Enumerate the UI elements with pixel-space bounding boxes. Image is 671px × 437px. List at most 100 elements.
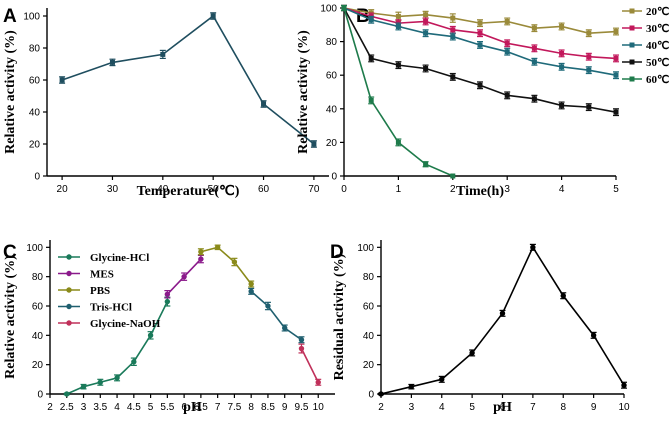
x-tick-label-c: 9.5: [295, 402, 309, 413]
data-point-b: [586, 67, 592, 73]
x-tick-label-b: 1: [396, 184, 402, 195]
data-point-b: [450, 34, 456, 40]
data-point-b: [423, 12, 429, 18]
y-tick-label-a: 60: [29, 76, 41, 87]
x-tick-label-c: 2: [47, 402, 53, 413]
x-tick-label-d: 6: [500, 402, 506, 413]
legend-label-c: Glycine-NaOH: [90, 318, 161, 330]
x-tick-label-c: 4.5: [127, 402, 141, 413]
y-tick-label-d: 80: [363, 272, 375, 283]
data-point-b: [613, 72, 619, 78]
x-tick-label-c: 5: [148, 402, 154, 413]
data-point-d: [439, 376, 445, 383]
data-point-b: [395, 139, 401, 145]
data-point-b: [586, 30, 592, 36]
data-point-d: [621, 382, 627, 388]
data-point-b: [395, 62, 401, 68]
data-point-b: [504, 92, 510, 98]
x-tick-label-c: 4: [114, 402, 120, 413]
panel-letter-a: A: [3, 6, 17, 27]
y-tick-label-d: 60: [363, 302, 375, 313]
data-point-b: [477, 20, 483, 26]
y-tick-label-b: 40: [326, 104, 338, 115]
x-tick-label-a: 40: [157, 184, 169, 195]
panel-letter-c: C: [3, 242, 17, 263]
x-tick-label-c: 3.5: [93, 402, 107, 413]
data-point-c: [80, 383, 87, 390]
data-point-b: [586, 54, 592, 60]
data-point-b: [504, 40, 510, 46]
panel-letter-d: D: [330, 242, 344, 263]
y-tick-label-d: 0: [368, 390, 374, 401]
y-tick-label-d: 40: [363, 331, 375, 342]
series-line-c-4: [300, 348, 319, 383]
x-tick-label-d: 7: [530, 402, 536, 413]
y-axis-label-d: Residual activity (%): [332, 253, 347, 380]
legend-marker-c: [66, 320, 72, 326]
data-point-c: [248, 281, 254, 287]
data-point-a: [160, 51, 166, 57]
x-tick-label-a: 20: [57, 184, 69, 195]
data-point-b: [559, 50, 565, 56]
legend-marker-c: [66, 287, 72, 293]
data-point-b: [450, 173, 456, 179]
x-tick-label-b: 2: [450, 184, 456, 195]
x-axis-label-d: pH: [493, 400, 512, 415]
data-point-d: [560, 293, 566, 299]
data-point-d: [408, 383, 415, 390]
y-tick-label-c: 60: [32, 302, 44, 313]
data-point-c: [198, 256, 204, 262]
y-tick-label-c: 80: [32, 272, 44, 283]
x-tick-label-b: 4: [559, 184, 565, 195]
data-point-c: [131, 359, 137, 365]
x-tick-label-b: 3: [504, 184, 510, 195]
data-point-c: [214, 244, 221, 251]
data-point-b: [368, 97, 374, 103]
y-tick-label-c: 20: [32, 360, 44, 371]
x-tick-label-b: 5: [613, 184, 619, 195]
data-point-d: [469, 350, 475, 356]
data-point-b: [450, 15, 456, 21]
data-point-d: [590, 332, 597, 339]
legend-marker-c: [66, 254, 72, 260]
data-point-b: [450, 27, 456, 33]
series-line-a-0: [61, 14, 315, 145]
x-tick-label-b: 0: [341, 184, 347, 195]
data-point-b: [477, 42, 483, 48]
legend-label-b: 60℃: [646, 74, 669, 86]
data-point-b: [477, 82, 483, 88]
data-point-b: [341, 5, 347, 11]
data-point-a: [311, 141, 317, 147]
data-point-c: [248, 288, 254, 295]
x-tick-label-c: 6: [181, 402, 187, 413]
data-point-b: [613, 29, 619, 35]
data-point-b: [586, 104, 592, 110]
x-tick-label-d: 8: [560, 402, 566, 413]
data-point-b: [559, 102, 565, 108]
y-axis-label-a: Relative activity (%): [3, 30, 18, 154]
y-tick-label-c: 0: [37, 390, 43, 401]
legend-marker-c: [66, 303, 72, 310]
x-tick-label-a: 30: [107, 184, 119, 195]
data-point-b: [450, 74, 456, 80]
x-tick-label-d: 10: [618, 402, 630, 413]
data-point-c: [97, 379, 103, 385]
data-point-b: [531, 96, 537, 102]
y-tick-label-a: 20: [29, 140, 41, 151]
y-tick-label-d: 100: [357, 243, 374, 254]
x-tick-label-c: 6.5: [194, 402, 208, 413]
x-tick-label-d: 3: [409, 402, 415, 413]
legend-label-b: 20℃: [646, 6, 669, 18]
x-tick-label-c: 5.5: [160, 402, 174, 413]
x-tick-label-c: 8: [248, 402, 254, 413]
data-point-b: [423, 65, 429, 71]
data-point-c: [265, 303, 271, 309]
x-tick-label-a: 60: [258, 184, 270, 195]
data-point-c: [298, 345, 305, 352]
x-tick-label-c: 7: [215, 402, 221, 413]
legend-label-c: PBS: [90, 285, 110, 297]
x-tick-label-c: 8.5: [261, 402, 275, 413]
data-point-c: [164, 291, 171, 297]
x-tick-label-d: 2: [378, 402, 384, 413]
